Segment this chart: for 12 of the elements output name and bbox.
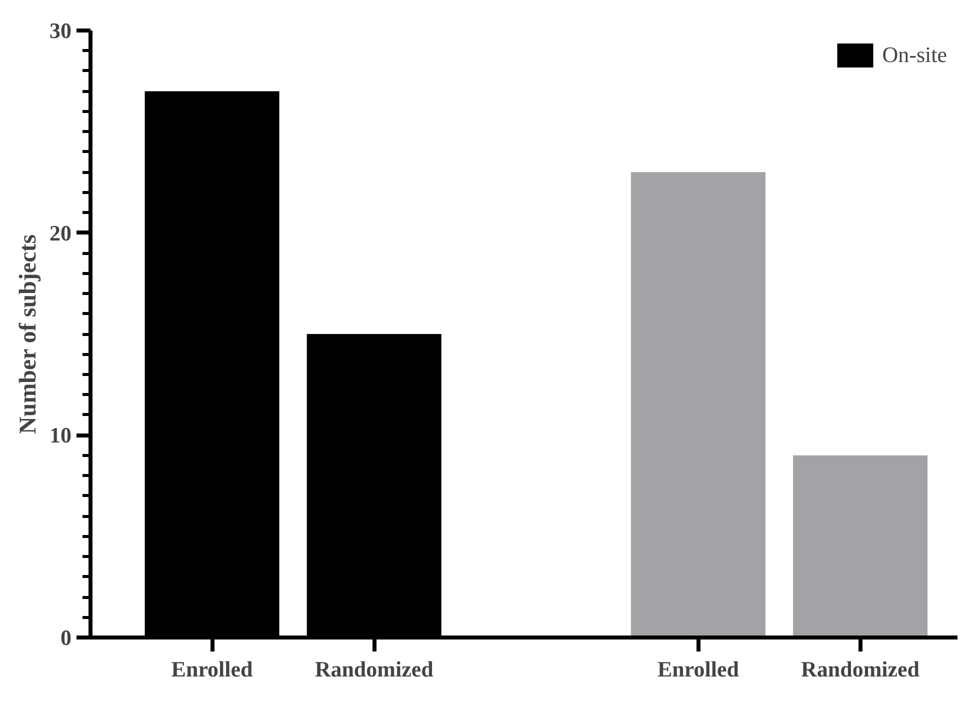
- x-tick-label: Randomized: [800, 656, 920, 682]
- x-tick-label: Enrolled: [171, 656, 253, 682]
- bar: [630, 172, 766, 638]
- y-tick-label: 0: [60, 625, 72, 650]
- x-tick-label: Enrolled: [657, 656, 739, 682]
- y-tick-label: 10: [50, 422, 72, 448]
- x-tick-label: Randomized: [314, 656, 434, 682]
- bar: [793, 455, 928, 638]
- y-axis-title: Number of subjects: [16, 234, 42, 434]
- legend-label: On-site: [882, 42, 947, 68]
- y-tick-label: 20: [50, 220, 72, 246]
- y-tick-label: 30: [50, 18, 72, 43]
